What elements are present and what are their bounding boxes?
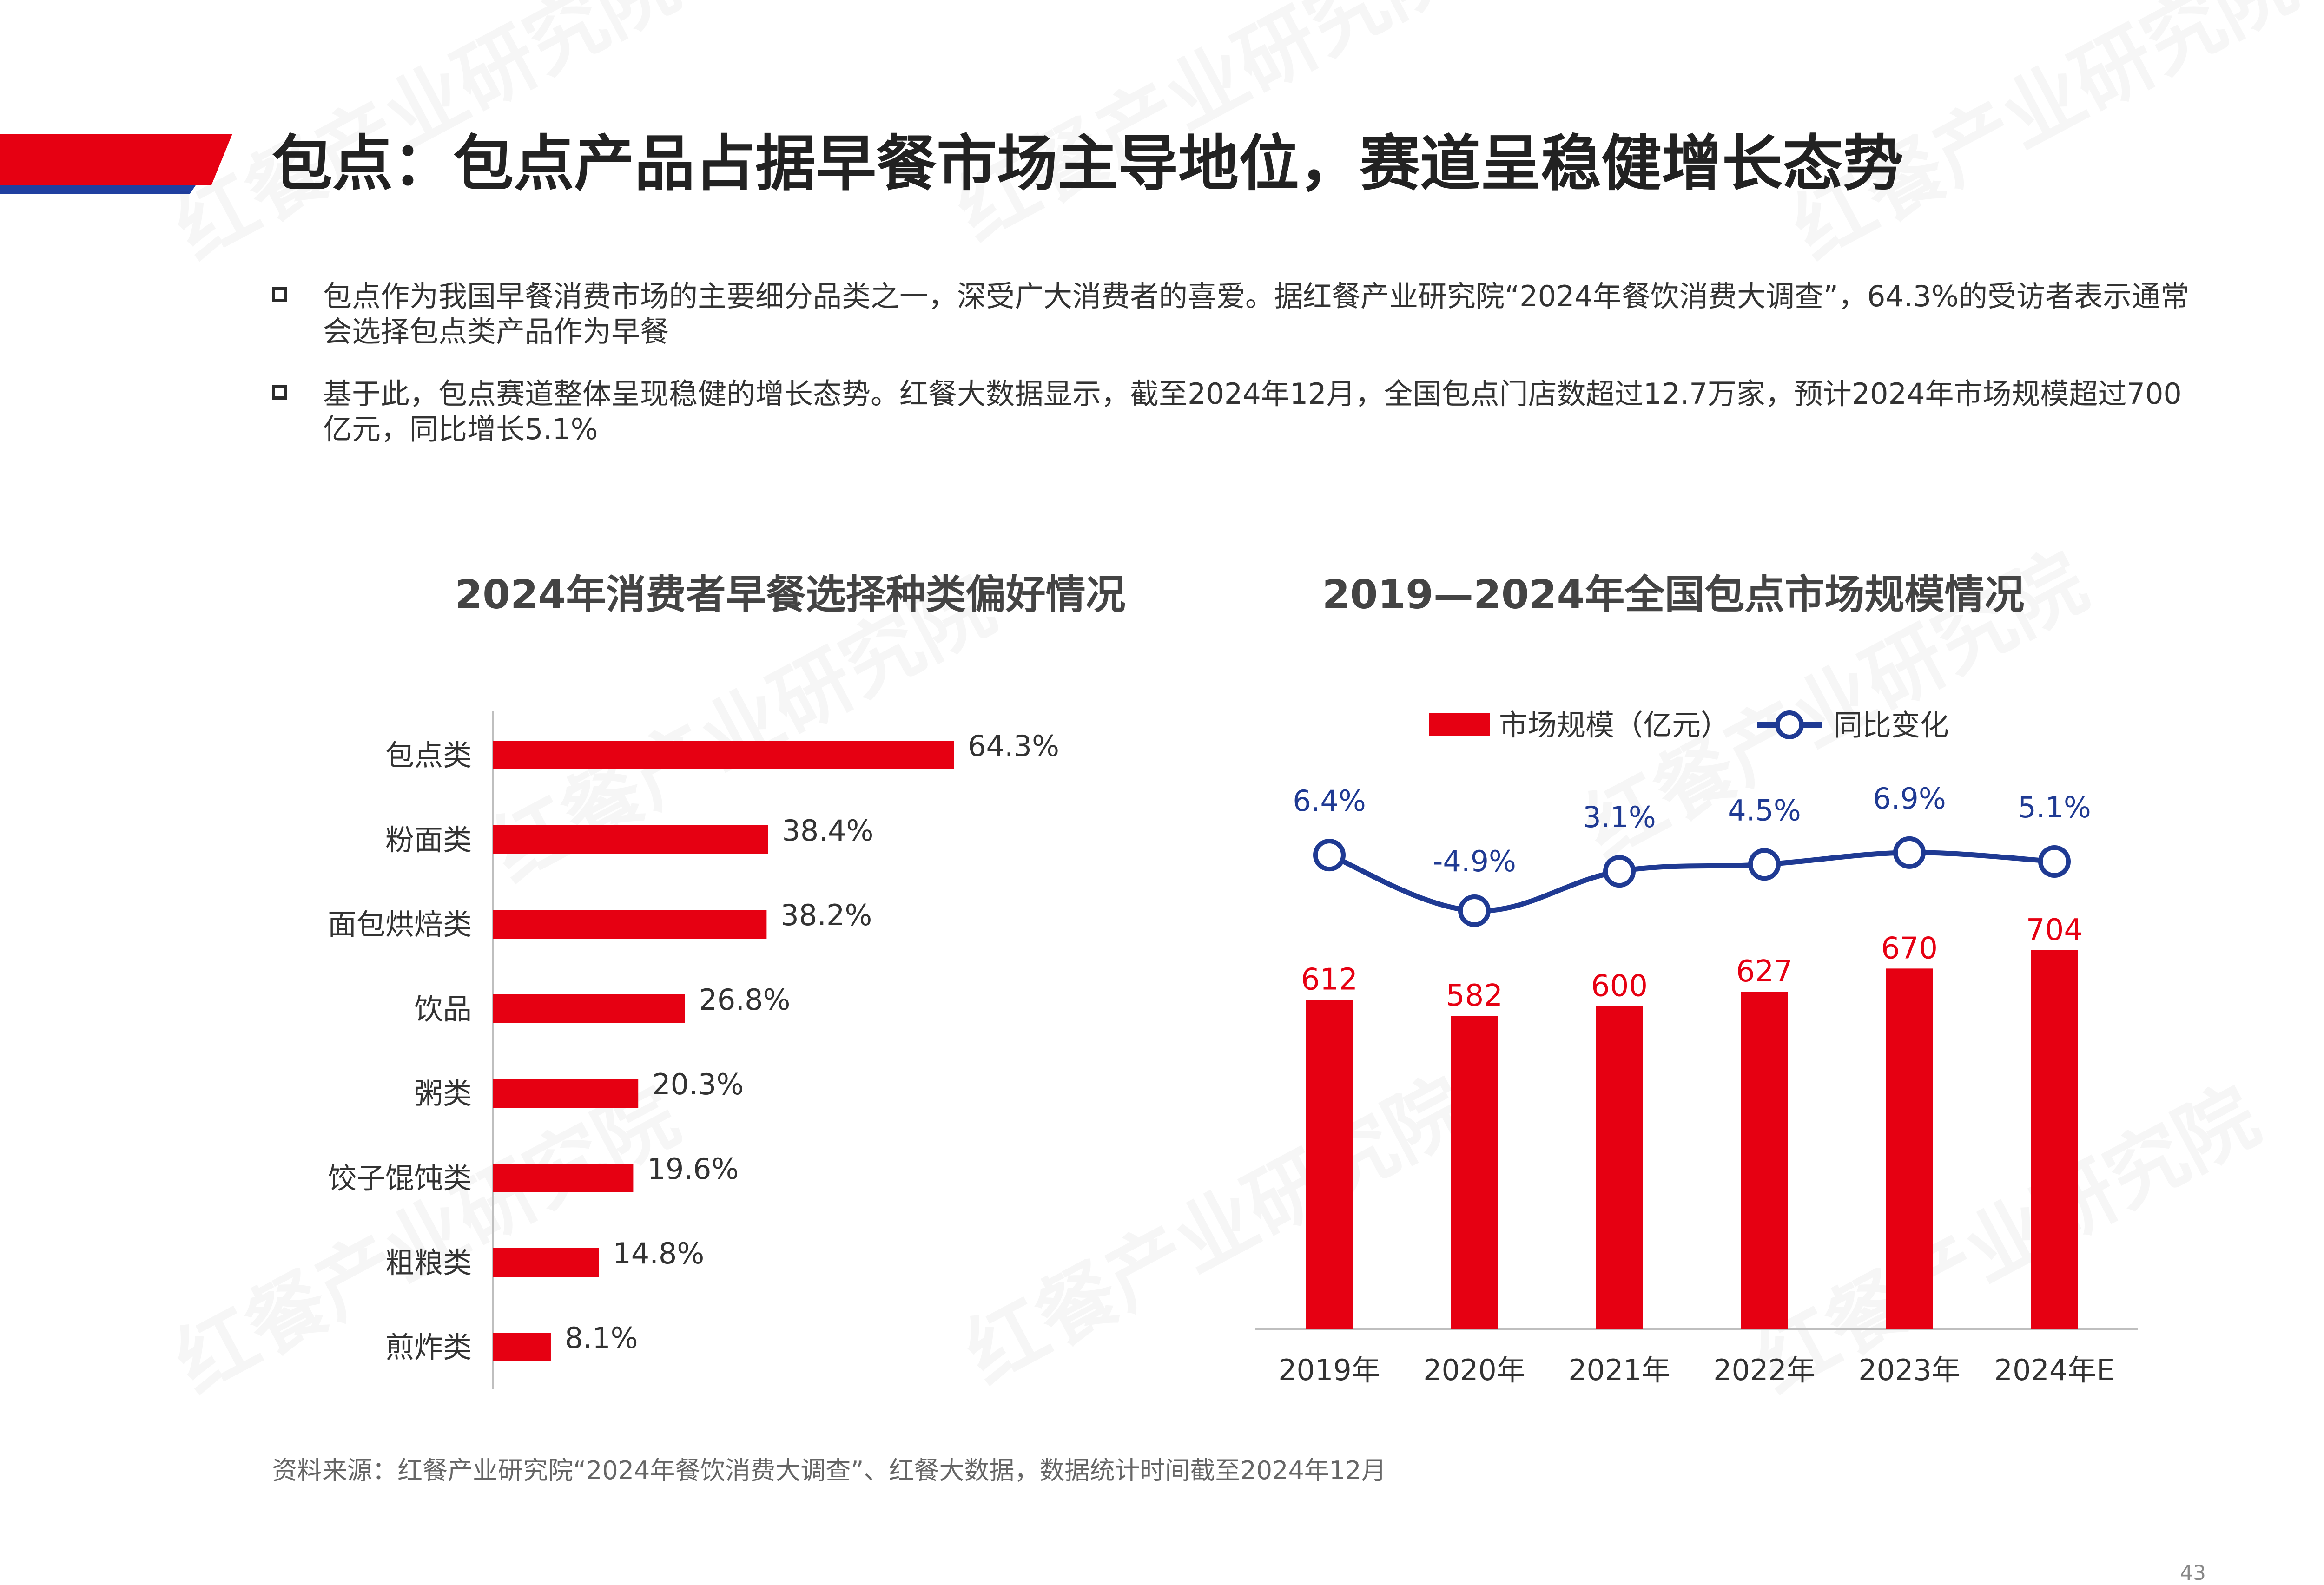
bar-value-label: 670: [1881, 931, 1938, 966]
bar: [1596, 1006, 1643, 1329]
header-red-stripe: [0, 134, 232, 185]
bar-value-label: 612: [1301, 963, 1358, 997]
x-tick-label: 2019年: [1278, 1353, 1380, 1387]
header-accent-bar: [0, 134, 232, 194]
bar: [493, 910, 767, 939]
bar: [493, 741, 954, 769]
yoy-marker: [1603, 855, 1636, 888]
yoy-marker: [1893, 836, 1926, 869]
category-label: 面包烘焙类: [328, 908, 472, 941]
bar-value-label: 627: [1736, 954, 1793, 989]
x-tick-label: 2024年E: [1994, 1353, 2115, 1387]
yoy-marker: [2038, 845, 2071, 878]
value-label: 38.2%: [780, 898, 872, 932]
value-label: 26.8%: [699, 983, 790, 1017]
bar: [493, 1164, 634, 1192]
bullet-text: 包点作为我国早餐消费市场的主要细分品类之一，深受广大消费者的喜爱。据红餐产业研究…: [323, 279, 2189, 349]
bullet-square-icon: [272, 385, 287, 400]
yoy-marker: [1313, 839, 1346, 872]
bar: [493, 825, 768, 854]
value-label: 19.6%: [647, 1152, 739, 1186]
yoy-value-label: 5.1%: [2018, 790, 2091, 824]
bar-value-label: 704: [2026, 913, 2083, 947]
value-label: 14.8%: [613, 1236, 704, 1270]
category-label: 粉面类: [385, 823, 472, 857]
yoy-value-label: 6.4%: [1293, 784, 1366, 818]
yoy-value-label: 3.1%: [1583, 800, 1656, 834]
category-label: 煎炸类: [385, 1330, 472, 1364]
category-label: 粗粮类: [385, 1246, 472, 1280]
value-label: 20.3%: [652, 1067, 744, 1101]
x-tick-label: 2020年: [1423, 1353, 1525, 1387]
category-label: 粥类: [414, 1077, 472, 1111]
value-label: 8.1%: [565, 1321, 638, 1355]
source-note: 资料来源：红餐产业研究院“2024年餐饮消费大调查”、红餐大数据，数据统计时间截…: [272, 1456, 1386, 1485]
x-tick-label: 2023年: [1858, 1353, 1961, 1387]
category-label: 饺子馄饨类: [328, 1161, 472, 1195]
value-label: 64.3%: [968, 729, 1059, 763]
bar: [2031, 950, 2078, 1329]
category-label: 饮品: [414, 992, 472, 1026]
bullet-text: 基于此，包点赛道整体呈现稳健的增长态势。红餐大数据显示，截至2024年12月，全…: [323, 377, 2182, 446]
bar: [1306, 1000, 1353, 1329]
bar-value-label: 582: [1446, 979, 1503, 1013]
yoy-marker: [1458, 894, 1491, 927]
legend-bar-swatch: [1429, 713, 1490, 736]
bar: [493, 1248, 599, 1277]
right-chart-title: 2019—2024年全国包点市场规模情况: [1322, 572, 2025, 618]
yoy-value-label: -4.9%: [1433, 844, 1516, 878]
bar: [493, 994, 685, 1023]
legend-label: 市场规模（亿元）: [1499, 708, 1730, 742]
bullet-square-icon: [272, 287, 287, 302]
legend-marker: [1775, 710, 1804, 739]
x-tick-label: 2021年: [1568, 1353, 1670, 1387]
bar: [1741, 992, 1788, 1329]
bar: [1451, 1016, 1498, 1329]
yoy-value-label: 4.5%: [1728, 793, 1801, 827]
page-number: 43: [2180, 1561, 2206, 1585]
bar-value-label: 600: [1591, 969, 1648, 1003]
left-chart-title: 2024年消费者早餐选择种类偏好情况: [455, 572, 1126, 618]
bar: [1886, 968, 1933, 1329]
value-label: 38.4%: [782, 814, 873, 848]
yoy-value-label: 6.9%: [1873, 782, 1946, 816]
legend-label: 同比变化: [1834, 708, 1949, 742]
category-label: 包点类: [385, 738, 472, 772]
bar: [493, 1079, 639, 1108]
page-title: 包点：包点产品占据早餐市场主导地位，赛道呈稳健增长态势: [272, 128, 1904, 199]
yoy-marker: [1748, 848, 1781, 881]
bar: [493, 1333, 551, 1361]
x-tick-label: 2022年: [1713, 1353, 1816, 1387]
yoy-line: [1328, 850, 2055, 914]
